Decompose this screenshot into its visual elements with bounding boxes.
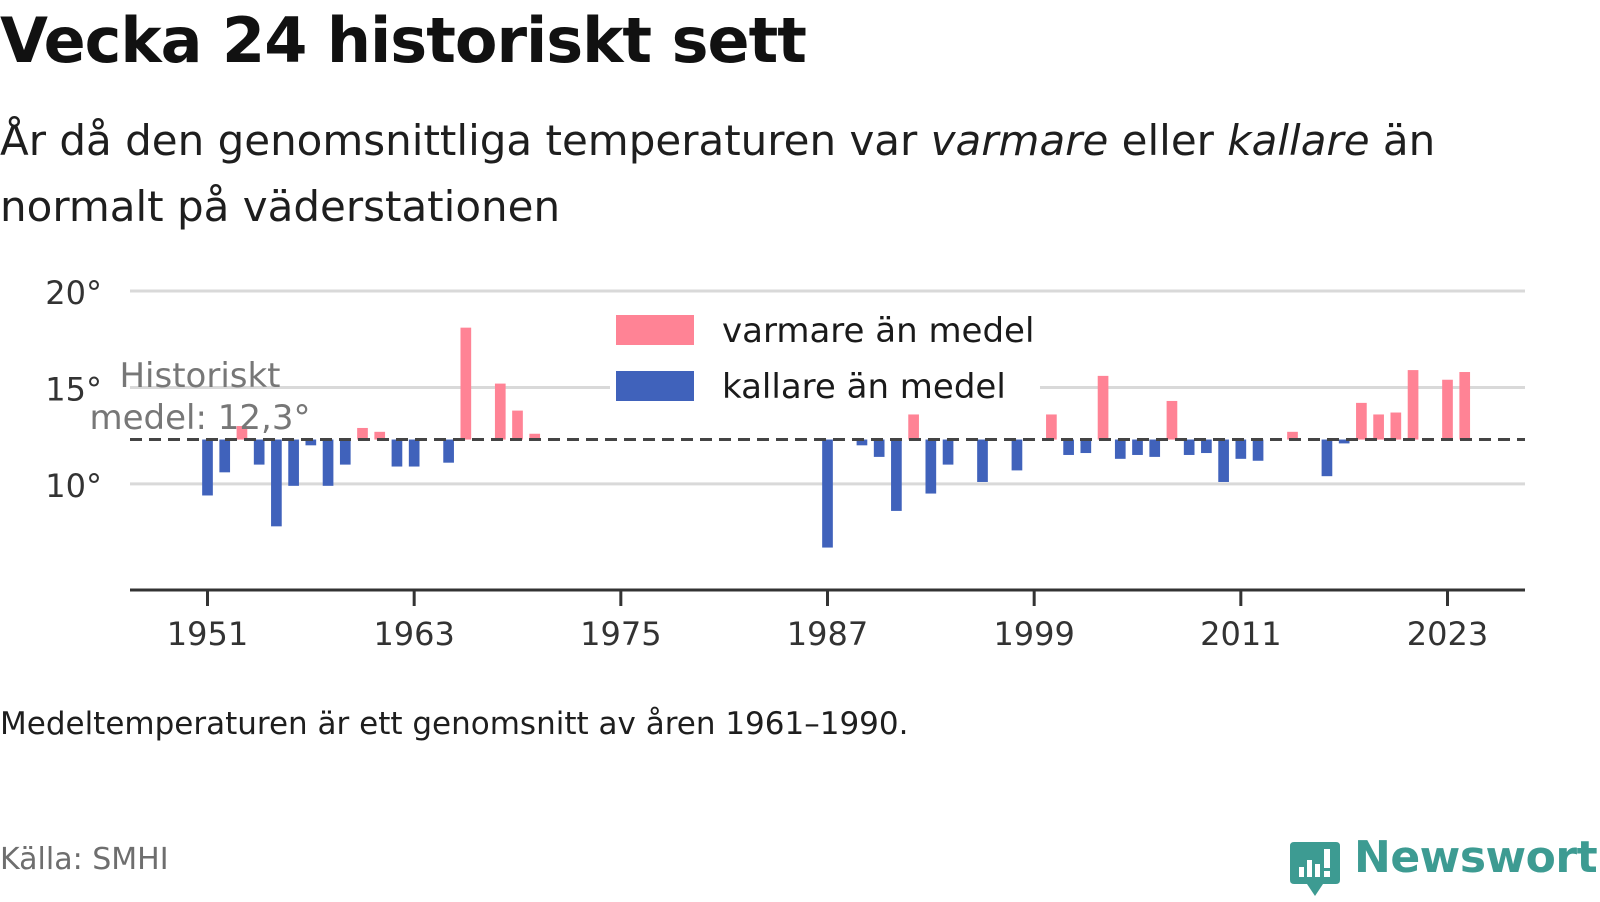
bar-2009 bbox=[1201, 439, 1212, 454]
bar-1953 bbox=[236, 426, 248, 440]
bar-2017 bbox=[1338, 439, 1350, 444]
axis-layer: 10° 15° 20° Historiskt medel: 12,3° 1951 1963 1… bbox=[45, 274, 1525, 653]
legend-label-cold: kallare än medel bbox=[722, 367, 1006, 407]
bar-2018 bbox=[1356, 402, 1367, 440]
x-tick-label-1951: 1951 bbox=[167, 615, 248, 653]
newsworthy-logo-icon bbox=[1290, 842, 1340, 896]
bar-1957 bbox=[305, 439, 317, 446]
bar-2004 bbox=[1114, 439, 1126, 459]
bar-layer bbox=[130, 327, 1525, 548]
source-label: Källa: SMHI bbox=[0, 842, 169, 877]
bar-1956 bbox=[288, 439, 299, 486]
bar-1987 bbox=[822, 439, 833, 548]
legend-swatch-warm bbox=[616, 315, 694, 345]
legend-swatch-cold bbox=[616, 371, 694, 401]
y-tick-label-20: 20° bbox=[45, 274, 102, 312]
bar-chart: 10° 15° 20° Historiskt medel: 12,3° 1951 1963 1… bbox=[45, 274, 1525, 653]
bar-2014 bbox=[1287, 431, 1298, 440]
subtitle-part-2: eller bbox=[1108, 116, 1228, 165]
bar-2020 bbox=[1390, 412, 1402, 440]
legend: varmare än medel kallare än medel bbox=[610, 305, 1040, 410]
bar-1969 bbox=[512, 410, 523, 440]
bar-1965 bbox=[443, 439, 454, 463]
bar-1961 bbox=[374, 431, 386, 440]
bar-2016 bbox=[1321, 439, 1333, 477]
bar-1959 bbox=[339, 439, 351, 465]
subtitle-warm-word: varmare bbox=[930, 116, 1109, 165]
bar-1991 bbox=[891, 439, 902, 511]
chart-title: Vecka 24 historiskt sett bbox=[0, 4, 807, 77]
newsworthy-logo: Newsworthy bbox=[1290, 832, 1600, 902]
bar-2005 bbox=[1132, 439, 1143, 455]
bar-1994 bbox=[942, 439, 954, 465]
bar-1963 bbox=[408, 439, 420, 467]
baseline-label: Historiskt medel: 12,3° bbox=[90, 356, 311, 438]
bar-1992 bbox=[908, 414, 919, 440]
x-tick-label-1975: 1975 bbox=[580, 615, 661, 653]
bar-2011 bbox=[1235, 439, 1247, 459]
bar-1962 bbox=[391, 439, 403, 467]
bar-2001 bbox=[1063, 439, 1074, 455]
bar-1968 bbox=[494, 383, 506, 440]
bar-2023 bbox=[1442, 379, 1453, 440]
bar-2024 bbox=[1459, 372, 1471, 440]
bar-2002 bbox=[1080, 439, 1092, 454]
bar-2000 bbox=[1046, 414, 1057, 440]
subtitle-cold-word: kallare bbox=[1227, 116, 1370, 165]
x-tick-label-2023: 2023 bbox=[1407, 615, 1488, 653]
bar-2003 bbox=[1097, 375, 1109, 440]
bar-2012 bbox=[1252, 439, 1264, 461]
y-tick-label-10: 10° bbox=[45, 467, 102, 505]
bar-1954 bbox=[253, 439, 265, 465]
bar-1993 bbox=[925, 439, 937, 494]
newsworthy-logo-text: Newsworthy bbox=[1354, 832, 1600, 883]
x-tick-label-1987: 1987 bbox=[787, 615, 868, 653]
x-tick-label-2011: 2011 bbox=[1200, 615, 1281, 653]
bar-1996 bbox=[977, 439, 988, 482]
footnote: Medeltemperaturen är ett genomsnitt av å… bbox=[0, 706, 909, 742]
bar-2007 bbox=[1166, 400, 1178, 440]
bar-1955 bbox=[271, 439, 282, 527]
bar-2010 bbox=[1218, 439, 1229, 482]
baseline-label-line-2: medel: 12,3° bbox=[90, 398, 311, 438]
bar-2019 bbox=[1373, 414, 1384, 440]
bar-1958 bbox=[322, 439, 334, 486]
x-tick-label-1999: 1999 bbox=[993, 615, 1074, 653]
x-tick-label-1963: 1963 bbox=[373, 615, 454, 653]
legend-label-warm: varmare än medel bbox=[722, 311, 1034, 351]
bar-1970 bbox=[529, 433, 541, 440]
bar-2021 bbox=[1407, 370, 1419, 440]
bar-1952 bbox=[219, 439, 231, 473]
bar-1998 bbox=[1011, 439, 1023, 471]
bar-1989 bbox=[856, 439, 868, 446]
bar-1960 bbox=[357, 427, 368, 440]
subtitle-part-1: År då den genomsnittliga temperaturen va… bbox=[0, 116, 931, 165]
bar-2006 bbox=[1149, 439, 1161, 457]
y-tick-label-15: 15° bbox=[45, 370, 102, 408]
subtitle-part-3: än normalt på väderstationen bbox=[0, 116, 1436, 231]
bar-1990 bbox=[873, 439, 885, 457]
bar-1951 bbox=[202, 439, 213, 496]
bar-2008 bbox=[1183, 439, 1195, 455]
baseline-label-line-1: Historiskt bbox=[119, 356, 280, 396]
bar-1966 bbox=[460, 327, 472, 440]
chart-subtitle: År då den genomsnittliga temperaturen va… bbox=[0, 108, 1560, 240]
